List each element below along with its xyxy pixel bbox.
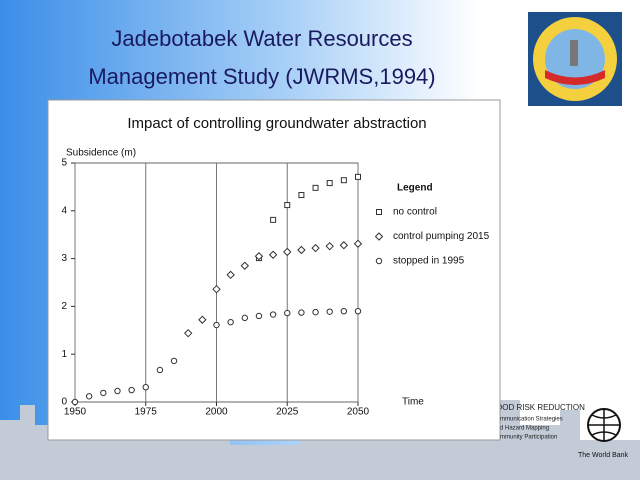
x-tick-label: 2050 (347, 407, 370, 418)
data-point (340, 177, 347, 184)
legend-title: Legend (397, 183, 433, 194)
data-point (353, 239, 363, 248)
data-point (326, 180, 333, 187)
data-point (240, 261, 250, 270)
data-point (241, 314, 249, 322)
x-tick-label: 2025 (276, 407, 299, 418)
data-point (326, 308, 333, 315)
legend-marker (374, 232, 384, 241)
data-point (355, 173, 361, 180)
y-tick-label: 2 (61, 301, 67, 312)
data-point (226, 270, 235, 280)
data-point (298, 192, 305, 199)
data-point (283, 247, 292, 257)
legend-label: stopped in 1995 (393, 256, 465, 267)
data-point (297, 245, 306, 255)
data-point (114, 387, 121, 395)
slide-title: Jadebotabek Water Resources (111, 26, 412, 51)
data-point (354, 307, 362, 315)
data-point (268, 250, 278, 259)
logo (528, 12, 622, 106)
data-point (312, 184, 319, 191)
footer-text: mmunication Strategies (500, 417, 563, 423)
data-point (284, 202, 291, 209)
data-point (255, 312, 263, 320)
data-point (183, 328, 193, 338)
x-tick-label: 2000 (205, 407, 228, 418)
footer-text: mmunity Participation (500, 435, 557, 441)
footer-text: d Hazard Mapping (500, 426, 549, 432)
chart-panel (47, 99, 501, 441)
x-axis-label: Time (402, 397, 424, 408)
data-point (254, 252, 264, 261)
data-point (227, 318, 234, 326)
legend-label: no control (393, 207, 437, 218)
data-point (212, 284, 221, 294)
legend-label: control pumping 2015 (393, 231, 490, 242)
y-tick-label: 4 (61, 205, 67, 216)
data-point (325, 241, 334, 251)
x-tick-label: 1950 (64, 407, 87, 418)
data-point (85, 393, 93, 400)
chart-title: Impact of controlling groundwater abstra… (127, 115, 426, 132)
bank-name: The World Bank (578, 452, 629, 459)
data-point (269, 311, 277, 318)
data-point (170, 357, 178, 365)
legend-marker (375, 257, 383, 265)
x-tick-label: 1975 (135, 407, 158, 418)
data-point (128, 386, 135, 394)
data-point (311, 243, 320, 253)
data-point (100, 389, 107, 397)
data-point (339, 241, 349, 250)
slide-title: Management Study (JWRMS,1994) (88, 64, 435, 89)
footer-text: OOD RISK REDUCTION (496, 403, 585, 412)
y-tick-label: 3 (61, 253, 67, 264)
data-point (142, 383, 149, 391)
y-tick-label: 1 (61, 349, 67, 360)
data-point (270, 216, 277, 223)
y-axis-label: Subsidence (m) (66, 148, 136, 159)
data-point (340, 307, 348, 315)
data-point (312, 308, 319, 316)
legend-marker (376, 209, 382, 215)
data-point (298, 309, 305, 316)
data-point (198, 315, 207, 324)
bank-logo (587, 408, 621, 442)
y-tick-label: 5 (61, 158, 67, 169)
data-point (213, 321, 220, 329)
data-point (156, 366, 164, 374)
y-tick-label: 0 (61, 397, 67, 408)
data-point (284, 309, 291, 317)
data-point (71, 398, 79, 406)
